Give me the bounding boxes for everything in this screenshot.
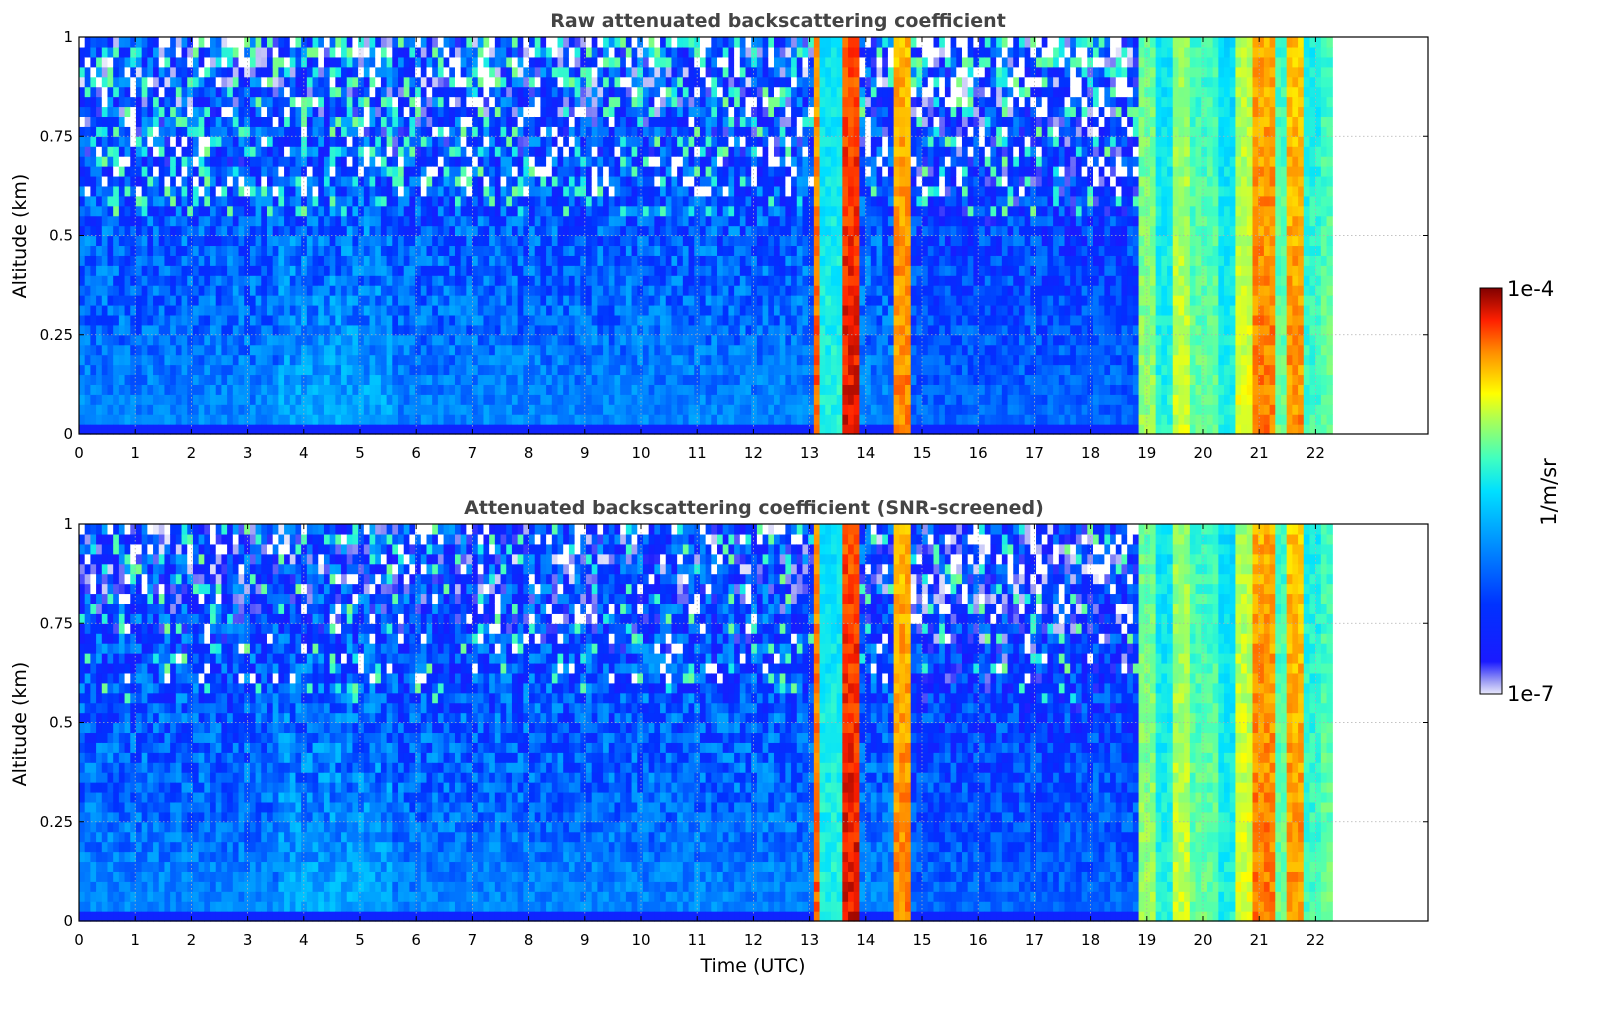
y-tick-label: 0.5 (49, 714, 73, 732)
y-tick-label: 0.75 (40, 614, 73, 632)
x-tick-label: 17 (1025, 931, 1044, 949)
raw-backscatter-panel: Raw attenuated backscattering coefficien… (9, 10, 1429, 462)
colorbar-min-label: 1e-7 (1507, 682, 1554, 706)
x-tick-label: 2 (187, 444, 197, 462)
x-tick-label: 8 (524, 444, 534, 462)
x-tick-label: 11 (688, 931, 707, 949)
x-tick-label: 19 (1137, 931, 1156, 949)
y-tick-label: 0.25 (40, 813, 73, 831)
x-axis-label: Time (UTC) (699, 955, 805, 977)
x-tick-label: 20 (1193, 444, 1212, 462)
x-tick-label: 20 (1193, 931, 1212, 949)
y-axis-ticks: 0 0.25 0.5 0.75 1 (40, 28, 1428, 443)
x-tick-label: 2 (187, 931, 197, 949)
x-tick-label: 21 (1250, 444, 1269, 462)
x-tick-label: 11 (688, 444, 707, 462)
x-tick-label: 22 (1306, 931, 1325, 949)
y-tick-label: 1 (63, 515, 73, 533)
heatmap-area (79, 524, 1333, 922)
x-tick-label: 1 (130, 931, 140, 949)
x-tick-label: 7 (468, 931, 478, 949)
x-tick-label: 5 (355, 444, 365, 462)
x-tick-label: 7 (468, 444, 478, 462)
x-tick-label: 4 (299, 931, 309, 949)
colorbar-unit-label: 1/m/sr (1537, 458, 1561, 526)
x-tick-label: 1 (130, 444, 140, 462)
x-tick-label: 8 (524, 931, 534, 949)
y-axis-label: Altitude (km) (9, 174, 31, 299)
y-tick-label: 0 (63, 425, 73, 443)
x-tick-label: 13 (800, 444, 819, 462)
y-tick-label: 0.25 (40, 326, 73, 344)
colorbar: 1e-4 1e-7 1/m/sr (1479, 277, 1561, 706)
y-axis-label: Altitude (km) (9, 662, 31, 787)
panel-title: Raw attenuated backscattering coefficien… (550, 10, 1006, 32)
x-tick-label: 9 (580, 444, 590, 462)
x-tick-label: 6 (411, 444, 421, 462)
x-axis-ticks: 0 1 2 3 4 5 6 7 8 9 10 11 12 13 14 15 16 17 18 19 20 21 22 (74, 524, 1325, 949)
x-tick-label: 10 (631, 444, 650, 462)
y-axis-ticks: 0 0.25 0.5 0.75 1 (40, 515, 1428, 930)
x-tick-label: 9 (580, 931, 590, 949)
y-tick-label: 0.75 (40, 127, 73, 145)
x-axis-ticks: 0 1 2 3 4 5 6 7 8 9 10 11 12 13 14 15 16 17 18 19 20 21 22 (74, 37, 1325, 462)
x-tick-label: 0 (74, 931, 84, 949)
heatmap-area (79, 37, 1333, 435)
x-tick-label: 13 (800, 931, 819, 949)
x-tick-label: 4 (299, 444, 309, 462)
x-tick-label: 15 (912, 444, 931, 462)
x-tick-label: 6 (411, 931, 421, 949)
x-tick-label: 21 (1250, 931, 1269, 949)
x-tick-label: 0 (74, 444, 84, 462)
panel-title: Attenuated backscattering coefficient (S… (464, 497, 1044, 519)
screened-backscatter-panel: Attenuated backscattering coefficient (S… (9, 497, 1429, 977)
x-tick-label: 3 (243, 444, 253, 462)
y-tick-label: 0 (63, 912, 73, 930)
x-tick-label: 17 (1025, 444, 1044, 462)
x-tick-label: 22 (1306, 444, 1325, 462)
x-tick-label: 12 (744, 444, 763, 462)
x-tick-label: 16 (969, 444, 988, 462)
x-tick-label: 5 (355, 931, 365, 949)
x-tick-label: 14 (856, 444, 875, 462)
x-tick-label: 18 (1081, 444, 1100, 462)
x-tick-label: 3 (243, 931, 253, 949)
y-tick-label: 0.5 (49, 227, 73, 245)
x-tick-label: 12 (744, 931, 763, 949)
x-tick-label: 18 (1081, 931, 1100, 949)
y-tick-label: 1 (63, 28, 73, 46)
x-tick-label: 19 (1137, 444, 1156, 462)
colorbar-gradient (1479, 287, 1503, 695)
x-tick-label: 10 (631, 931, 650, 949)
colorbar-max-label: 1e-4 (1507, 277, 1554, 301)
x-tick-label: 15 (912, 931, 931, 949)
x-tick-label: 16 (969, 931, 988, 949)
x-tick-label: 14 (856, 931, 875, 949)
